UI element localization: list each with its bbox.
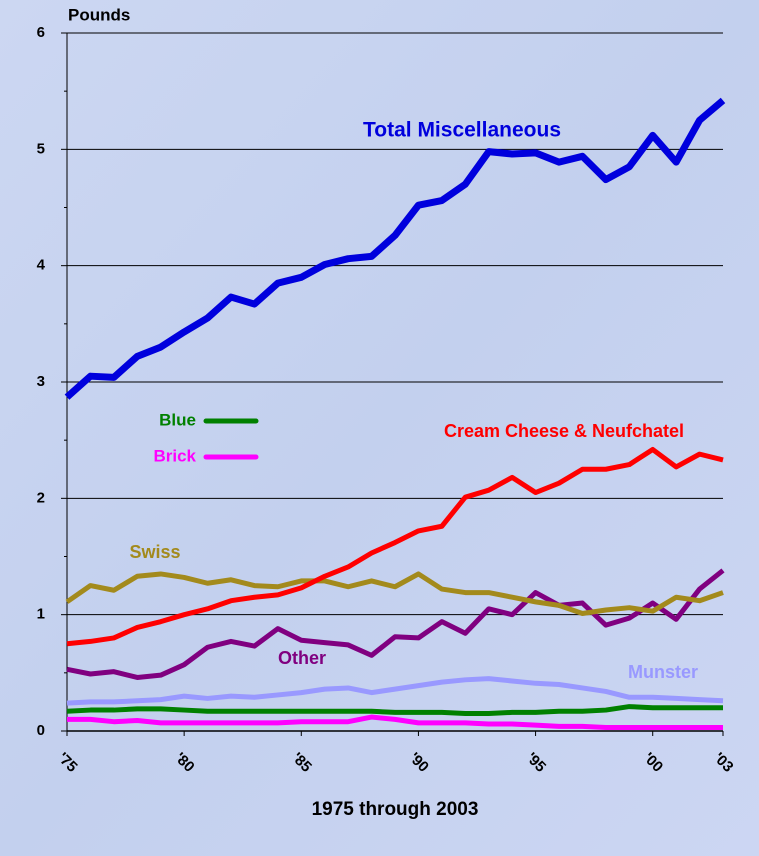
series-label: Swiss [129, 542, 180, 562]
y-tick-label: 6 [37, 24, 45, 41]
series-line [66, 676, 724, 706]
series-label: Other [278, 648, 326, 668]
y-tick-label: 4 [37, 257, 46, 274]
series-line [65, 571, 724, 617]
y-tick-label: 3 [37, 373, 45, 390]
y-tick-label: 1 [37, 606, 45, 623]
series-label: Blue [159, 410, 196, 429]
series-label: Total Miscellaneous [363, 119, 561, 142]
series-label: Brick [153, 446, 196, 465]
series-label: Munster [628, 662, 698, 682]
series-line [66, 568, 725, 680]
series-line [67, 714, 723, 731]
series-line [64, 97, 726, 400]
series-line [66, 704, 723, 717]
y-tick-label: 0 [37, 722, 45, 739]
series-label: Cream Cheese & Neufchatel [444, 421, 684, 441]
series-line [66, 446, 724, 647]
y-tick-label: 5 [37, 140, 45, 157]
y-tick-label: 2 [37, 489, 45, 506]
y-axis-title: Pounds [68, 5, 130, 24]
x-axis-title: 1975 through 2003 [312, 799, 479, 820]
